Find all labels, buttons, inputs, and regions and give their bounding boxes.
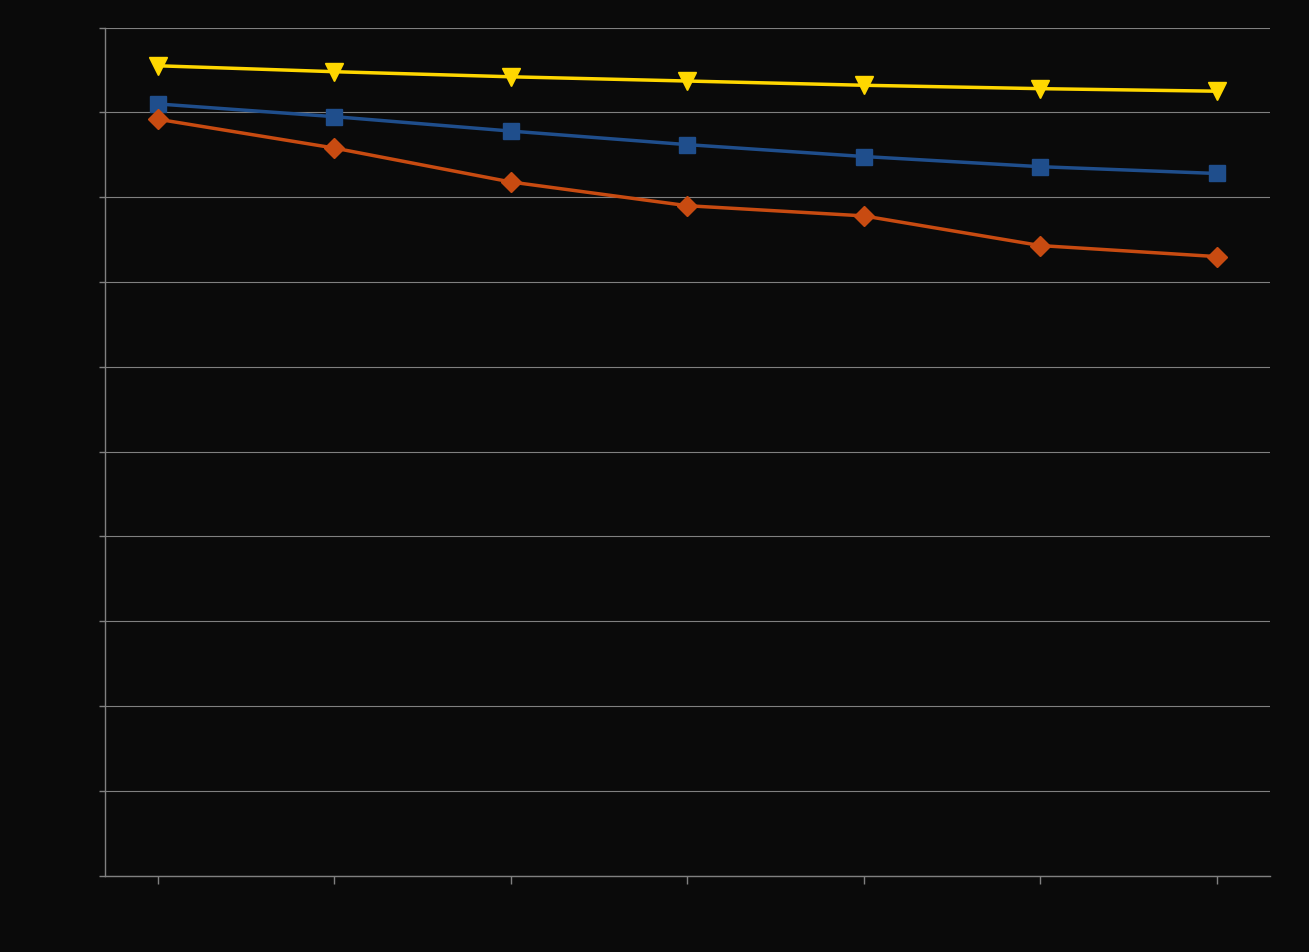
z-axis <box>149 61 165 72</box>
y-axis <box>856 211 872 223</box>
z-axis <box>1210 87 1225 98</box>
y-axis <box>503 177 518 188</box>
Line: x-axis: x-axis <box>151 97 1224 182</box>
Line: z-axis: z-axis <box>149 58 1225 101</box>
z-axis <box>1033 84 1049 95</box>
z-axis <box>326 67 342 78</box>
y-axis <box>1210 251 1225 263</box>
x-axis <box>1033 162 1049 173</box>
Line: y-axis: y-axis <box>151 113 1224 265</box>
y-axis <box>149 114 165 126</box>
y-axis <box>326 143 342 154</box>
z-axis <box>679 76 695 88</box>
x-axis <box>1210 169 1225 180</box>
x-axis <box>326 111 342 123</box>
x-axis <box>503 127 518 138</box>
y-axis <box>1033 241 1049 252</box>
x-axis <box>149 99 165 110</box>
x-axis <box>679 140 695 151</box>
z-axis <box>856 81 872 92</box>
x-axis <box>856 151 872 163</box>
y-axis <box>679 201 695 212</box>
z-axis <box>503 72 518 84</box>
